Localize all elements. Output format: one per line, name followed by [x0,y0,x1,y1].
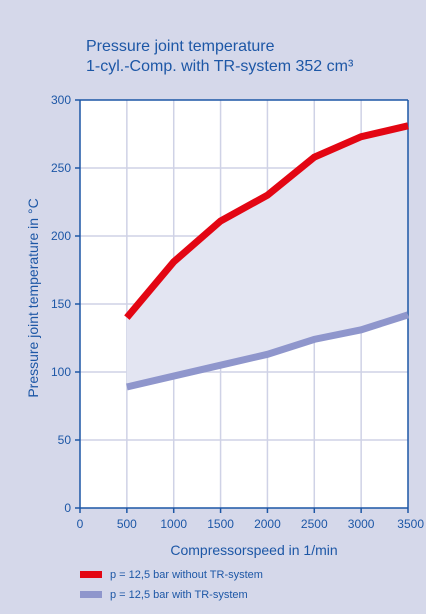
chart-title-line-2: 1-cyl.-Comp. with TR-system 352 cm³ [86,58,354,75]
shaded-region [126,125,408,387]
legend-swatch-2 [80,591,102,598]
chart-title-line-1: Pressure joint temperature [86,38,275,55]
legend-swatch-1 [80,571,102,578]
x-tick-label-1500: 1500 [207,517,234,531]
x-tick-label-3500: 3500 [397,517,424,531]
x-tick-label-3000: 3000 [348,517,375,531]
axes [75,99,409,513]
series [124,122,410,391]
x-tick-label-500: 500 [117,517,137,531]
y-tick-label-100: 100 [51,365,71,379]
series-line-1 [124,122,409,320]
chart-title: Pressure joint temperature 1-cyl.-Comp. … [86,38,354,75]
x-tick-label-2500: 2500 [301,517,328,531]
y-tick-label-300: 300 [51,93,71,107]
legend-label-2: p = 12,5 bar with TR-system [110,589,248,601]
y-tick-label-50: 50 [58,433,72,447]
tick-labels: 0 500 1000 1500 2000 2500 3000 3500 0 50 100 150 200… [51,93,424,531]
y-tick-label-150: 150 [51,297,71,311]
legend-label-1: p = 12,5 bar without TR-system [110,569,263,581]
x-axis-label: Compressorspeed in 1/min [170,542,337,558]
y-tick-label-200: 200 [51,229,71,243]
x-tick-label-2000: 2000 [254,517,281,531]
legend: p = 12,5 bar without TR-system p = 12,5 b… [80,569,263,601]
series-line-2 [126,311,410,391]
x-tick-label-1000: 1000 [160,517,187,531]
x-tick-label-0: 0 [77,517,84,531]
y-tick-label-250: 250 [51,161,71,175]
y-axis-label: Pressure joint temperature in °C [25,198,41,397]
y-tick-label-0: 0 [64,501,71,515]
